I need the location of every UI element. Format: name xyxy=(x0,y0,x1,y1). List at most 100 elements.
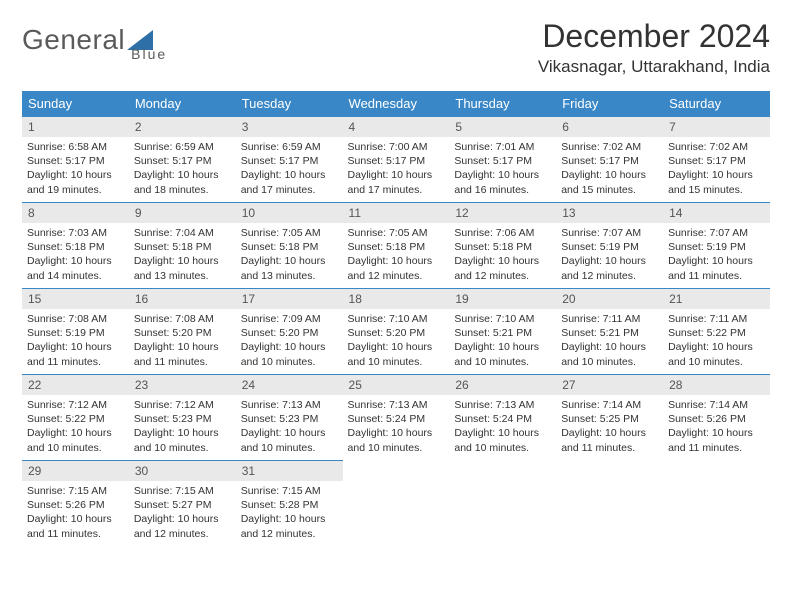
day-number: 28 xyxy=(663,374,770,395)
sunrise-text: Sunrise: 7:04 AM xyxy=(134,226,231,240)
sunrise-text: Sunrise: 7:07 AM xyxy=(561,226,658,240)
sunset-text: Sunset: 5:20 PM xyxy=(348,326,445,340)
day-number: 2 xyxy=(129,116,236,137)
sunrise-text: Sunrise: 7:14 AM xyxy=(668,398,765,412)
sunset-text: Sunset: 5:21 PM xyxy=(454,326,551,340)
sunrise-text: Sunrise: 7:09 AM xyxy=(241,312,338,326)
calendar-day-cell: 23Sunrise: 7:12 AMSunset: 5:23 PMDayligh… xyxy=(129,374,236,460)
weekday-header: Thursday xyxy=(449,91,556,116)
day-number: 16 xyxy=(129,288,236,309)
weekday-header: Wednesday xyxy=(343,91,450,116)
calendar-day-cell: 25Sunrise: 7:13 AMSunset: 5:24 PMDayligh… xyxy=(343,374,450,460)
daylight-text: Daylight: 10 hours and 11 minutes. xyxy=(668,254,765,282)
sunrise-text: Sunrise: 7:02 AM xyxy=(668,140,765,154)
day-number: 22 xyxy=(22,374,129,395)
sunset-text: Sunset: 5:25 PM xyxy=(561,412,658,426)
sunrise-text: Sunrise: 6:59 AM xyxy=(241,140,338,154)
calendar-day-cell: .. xyxy=(343,460,450,546)
sunrise-text: Sunrise: 7:15 AM xyxy=(27,484,124,498)
calendar-day-cell: 7Sunrise: 7:02 AMSunset: 5:17 PMDaylight… xyxy=(663,116,770,202)
sunset-text: Sunset: 5:17 PM xyxy=(134,154,231,168)
daylight-text: Daylight: 10 hours and 12 minutes. xyxy=(348,254,445,282)
sunrise-text: Sunrise: 7:13 AM xyxy=(241,398,338,412)
daylight-text: Daylight: 10 hours and 10 minutes. xyxy=(561,340,658,368)
daylight-text: Daylight: 10 hours and 12 minutes. xyxy=(561,254,658,282)
day-details: Sunrise: 7:12 AMSunset: 5:23 PMDaylight:… xyxy=(129,395,236,459)
day-number: 23 xyxy=(129,374,236,395)
sunset-text: Sunset: 5:20 PM xyxy=(241,326,338,340)
sunrise-text: Sunrise: 7:08 AM xyxy=(27,312,124,326)
day-details: Sunrise: 7:15 AMSunset: 5:26 PMDaylight:… xyxy=(22,481,129,545)
sunset-text: Sunset: 5:17 PM xyxy=(668,154,765,168)
calendar-day-cell: 12Sunrise: 7:06 AMSunset: 5:18 PMDayligh… xyxy=(449,202,556,288)
calendar-day-cell: 13Sunrise: 7:07 AMSunset: 5:19 PMDayligh… xyxy=(556,202,663,288)
day-details: Sunrise: 7:15 AMSunset: 5:28 PMDaylight:… xyxy=(236,481,343,545)
sunset-text: Sunset: 5:17 PM xyxy=(561,154,658,168)
day-details: Sunrise: 6:59 AMSunset: 5:17 PMDaylight:… xyxy=(236,137,343,201)
sunset-text: Sunset: 5:21 PM xyxy=(561,326,658,340)
day-details: Sunrise: 7:15 AMSunset: 5:27 PMDaylight:… xyxy=(129,481,236,545)
day-details: Sunrise: 7:12 AMSunset: 5:22 PMDaylight:… xyxy=(22,395,129,459)
calendar-day-cell: 17Sunrise: 7:09 AMSunset: 5:20 PMDayligh… xyxy=(236,288,343,374)
sunset-text: Sunset: 5:19 PM xyxy=(668,240,765,254)
calendar-table: Sunday Monday Tuesday Wednesday Thursday… xyxy=(22,91,770,546)
sunset-text: Sunset: 5:18 PM xyxy=(134,240,231,254)
calendar-day-cell: 22Sunrise: 7:12 AMSunset: 5:22 PMDayligh… xyxy=(22,374,129,460)
day-details: Sunrise: 6:58 AMSunset: 5:17 PMDaylight:… xyxy=(22,137,129,201)
day-number: 10 xyxy=(236,202,343,223)
day-details: Sunrise: 7:00 AMSunset: 5:17 PMDaylight:… xyxy=(343,137,450,201)
sunset-text: Sunset: 5:24 PM xyxy=(454,412,551,426)
daylight-text: Daylight: 10 hours and 16 minutes. xyxy=(454,168,551,196)
day-number: 20 xyxy=(556,288,663,309)
day-number: 3 xyxy=(236,116,343,137)
sunset-text: Sunset: 5:26 PM xyxy=(668,412,765,426)
calendar-week-row: 22Sunrise: 7:12 AMSunset: 5:22 PMDayligh… xyxy=(22,374,770,460)
calendar-day-cell: 19Sunrise: 7:10 AMSunset: 5:21 PMDayligh… xyxy=(449,288,556,374)
daylight-text: Daylight: 10 hours and 18 minutes. xyxy=(134,168,231,196)
logo-text-left: General xyxy=(22,24,125,56)
calendar-day-cell: 20Sunrise: 7:11 AMSunset: 5:21 PMDayligh… xyxy=(556,288,663,374)
day-details: Sunrise: 7:02 AMSunset: 5:17 PMDaylight:… xyxy=(663,137,770,201)
calendar-day-cell: .. xyxy=(449,460,556,546)
daylight-text: Daylight: 10 hours and 11 minutes. xyxy=(668,426,765,454)
day-number: 21 xyxy=(663,288,770,309)
sunrise-text: Sunrise: 7:03 AM xyxy=(27,226,124,240)
day-details: Sunrise: 7:02 AMSunset: 5:17 PMDaylight:… xyxy=(556,137,663,201)
sunrise-text: Sunrise: 7:11 AM xyxy=(668,312,765,326)
day-number: 7 xyxy=(663,116,770,137)
daylight-text: Daylight: 10 hours and 10 minutes. xyxy=(27,426,124,454)
sunset-text: Sunset: 5:17 PM xyxy=(27,154,124,168)
daylight-text: Daylight: 10 hours and 13 minutes. xyxy=(241,254,338,282)
day-number: 1 xyxy=(22,116,129,137)
weekday-header: Saturday xyxy=(663,91,770,116)
day-details: Sunrise: 7:07 AMSunset: 5:19 PMDaylight:… xyxy=(556,223,663,287)
day-details: Sunrise: 7:10 AMSunset: 5:20 PMDaylight:… xyxy=(343,309,450,373)
calendar-day-cell: 18Sunrise: 7:10 AMSunset: 5:20 PMDayligh… xyxy=(343,288,450,374)
day-number: 25 xyxy=(343,374,450,395)
calendar-week-row: 1Sunrise: 6:58 AMSunset: 5:17 PMDaylight… xyxy=(22,116,770,202)
sunset-text: Sunset: 5:17 PM xyxy=(241,154,338,168)
sunset-text: Sunset: 5:18 PM xyxy=(454,240,551,254)
weekday-header: Tuesday xyxy=(236,91,343,116)
calendar-day-cell: .. xyxy=(556,460,663,546)
daylight-text: Daylight: 10 hours and 15 minutes. xyxy=(561,168,658,196)
month-title: December 2024 xyxy=(538,18,770,55)
daylight-text: Daylight: 10 hours and 12 minutes. xyxy=(454,254,551,282)
sunset-text: Sunset: 5:28 PM xyxy=(241,498,338,512)
day-details: Sunrise: 7:08 AMSunset: 5:20 PMDaylight:… xyxy=(129,309,236,373)
location-text: Vikasnagar, Uttarakhand, India xyxy=(538,57,770,77)
day-number: 4 xyxy=(343,116,450,137)
daylight-text: Daylight: 10 hours and 10 minutes. xyxy=(668,340,765,368)
sunrise-text: Sunrise: 7:02 AM xyxy=(561,140,658,154)
sunset-text: Sunset: 5:24 PM xyxy=(348,412,445,426)
sunrise-text: Sunrise: 7:15 AM xyxy=(134,484,231,498)
calendar-day-cell: .. xyxy=(663,460,770,546)
calendar-day-cell: 21Sunrise: 7:11 AMSunset: 5:22 PMDayligh… xyxy=(663,288,770,374)
day-number: 18 xyxy=(343,288,450,309)
sunrise-text: Sunrise: 7:07 AM xyxy=(668,226,765,240)
page-header: General Blue December 2024 Vikasnagar, U… xyxy=(22,18,770,77)
daylight-text: Daylight: 10 hours and 11 minutes. xyxy=(27,340,124,368)
day-details: Sunrise: 7:11 AMSunset: 5:22 PMDaylight:… xyxy=(663,309,770,373)
sunrise-text: Sunrise: 7:15 AM xyxy=(241,484,338,498)
calendar-day-cell: 2Sunrise: 6:59 AMSunset: 5:17 PMDaylight… xyxy=(129,116,236,202)
